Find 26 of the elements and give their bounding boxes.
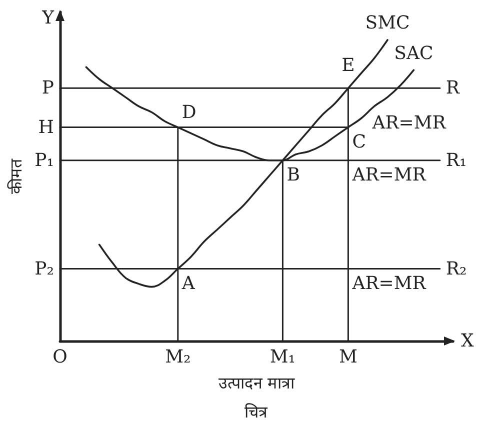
annotation: AR=MR: [351, 273, 426, 294]
series-label: SAC: [394, 42, 434, 64]
series-label: R₂: [446, 258, 467, 280]
x-tick-label: M₂: [165, 346, 191, 368]
y-axis-title: कीमत: [6, 158, 26, 194]
annotation: A: [180, 273, 196, 294]
text: X: [460, 330, 474, 352]
x-tick-label: M₁: [270, 346, 296, 368]
annotation: AR=MR: [351, 164, 426, 186]
annotation: E: [342, 54, 355, 76]
x-tick-label: M: [338, 346, 358, 368]
annotation: P₂: [34, 258, 54, 280]
annotation: AR=MR: [371, 112, 446, 134]
annotation: P: [42, 78, 54, 99]
annotation: D: [182, 102, 196, 123]
annotation: C: [352, 132, 366, 153]
series-label: R₁: [446, 150, 467, 171]
series-label: R: [446, 78, 460, 99]
annotation: H: [38, 116, 54, 138]
x-axis-title: उत्पादन मात्रा: [218, 374, 296, 392]
annotation: P₁: [34, 150, 54, 171]
x-tick-label: O: [52, 346, 68, 368]
text: Y: [41, 8, 56, 28]
series-label: SMC: [365, 12, 410, 34]
text: चित्र: [244, 402, 268, 422]
annotation: B: [286, 164, 300, 186]
